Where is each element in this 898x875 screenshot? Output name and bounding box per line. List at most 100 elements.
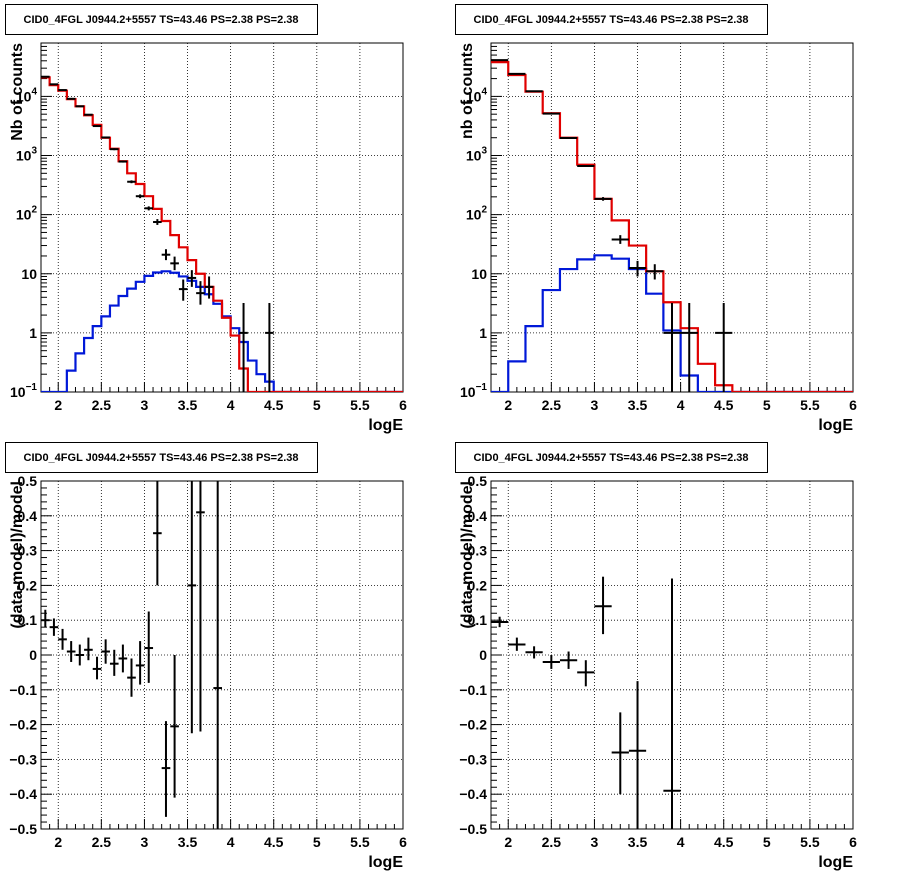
y-tick-base: 1 <box>29 325 37 341</box>
data-point <box>41 75 50 78</box>
data-point <box>715 303 733 392</box>
y-tick-label: 102 <box>466 205 488 223</box>
x-tick-label: 3 <box>591 834 599 850</box>
y-tick-label: 0.4 <box>468 508 488 524</box>
x-tick-label: 2.5 <box>542 397 562 413</box>
x-tick-label: 4.5 <box>714 397 734 413</box>
data-point <box>49 618 59 636</box>
y-tick-label: 104 <box>466 86 488 104</box>
data-point <box>542 655 560 669</box>
y-tick-exponent: −1 <box>476 382 488 393</box>
x-tick-label: 5.5 <box>800 397 820 413</box>
y-tick-exponent: 3 <box>481 146 487 157</box>
x-tick-label: 3 <box>591 397 599 413</box>
y-tick-label: −0.4 <box>9 786 37 802</box>
y-tick-label: −0.3 <box>459 751 487 767</box>
plot-area <box>491 59 853 392</box>
x-tick-label: 3.5 <box>628 397 648 413</box>
data-point <box>75 105 85 108</box>
y-tick-label: 10−1 <box>460 382 487 400</box>
data-point <box>49 83 59 86</box>
data-point <box>663 303 681 392</box>
x-tick-label: 2.5 <box>92 397 112 413</box>
y-tick-label: −0.2 <box>459 717 487 733</box>
y-tick-label: 103 <box>16 146 38 164</box>
chart-title-box <box>455 442 768 473</box>
x-axis-title: logE <box>818 417 853 434</box>
data-point <box>144 206 154 211</box>
x-tick-label: 2 <box>54 834 62 850</box>
data-point <box>92 125 102 128</box>
y-tick-base: 10 <box>460 384 476 400</box>
x-tick-label: 4 <box>227 397 235 413</box>
data-point <box>680 303 698 392</box>
chart-title-box <box>5 4 318 35</box>
data-point <box>187 481 197 734</box>
data-point <box>594 197 612 201</box>
data-point <box>109 649 119 676</box>
y-tick-label: 0 <box>479 647 487 663</box>
data-points <box>41 481 222 829</box>
data-point <box>196 281 205 305</box>
chart-title: CID0_4FGL J0944.2+5557 TS=43.46 PS=2.38 … <box>474 14 749 26</box>
data-point <box>170 256 179 271</box>
y-tick-base: 10 <box>471 266 487 282</box>
data-points <box>491 576 681 829</box>
data-point <box>109 148 119 151</box>
data-point <box>559 136 578 139</box>
data-point <box>135 641 145 685</box>
data-point <box>525 646 543 659</box>
plot-frame <box>40 42 404 393</box>
x-axis-title: logE <box>818 854 853 871</box>
data-point <box>41 609 50 628</box>
data-point <box>118 644 128 673</box>
plot-area <box>41 481 222 829</box>
data-point <box>239 303 248 392</box>
y-tick-label: 0.3 <box>18 543 38 559</box>
x-tick-label: 5 <box>763 834 771 850</box>
y-axis-title: nb of counts <box>459 43 476 139</box>
y-tick-label: 10 <box>471 266 487 282</box>
chart-panel-3: CID0_4FGL J0944.2+5557 TS=43.46 PS=2.38 … <box>5 442 407 871</box>
x-tick-label: 2 <box>54 397 62 413</box>
data-point <box>611 235 629 244</box>
total-model-histogram <box>41 76 403 392</box>
data-point <box>144 611 154 683</box>
data-point <box>84 637 93 661</box>
data-point <box>663 578 681 829</box>
y-tick-label: 0.1 <box>18 612 38 628</box>
y-tick-exponent: 3 <box>31 146 37 157</box>
y-tick-label: 103 <box>466 146 488 164</box>
chart-title-box <box>5 442 318 473</box>
axis-ticks <box>40 480 404 830</box>
x-tick-label: 6 <box>849 397 857 413</box>
y-tick-label: 0.2 <box>18 577 38 593</box>
y-tick-label: 0 <box>29 647 37 663</box>
y-tick-base: 10 <box>10 384 26 400</box>
data-point <box>646 264 664 280</box>
x-tick-label: 3.5 <box>178 397 198 413</box>
y-tick-label: 0.5 <box>18 473 38 489</box>
x-tick-label: 5.5 <box>800 834 820 850</box>
data-point <box>127 658 136 697</box>
y-tick-label: −0.1 <box>9 682 37 698</box>
data-point <box>508 637 526 651</box>
x-tick-label: 6 <box>399 834 407 850</box>
chart-title: CID0_4FGL J0944.2+5557 TS=43.46 PS=2.38 … <box>24 14 299 26</box>
y-tick-label: 1 <box>29 325 37 341</box>
x-tick-label: 6 <box>399 397 407 413</box>
y-tick-exponent: −1 <box>26 382 38 393</box>
x-tick-label: 3 <box>141 397 149 413</box>
y-axis-title: Nb of counts <box>9 43 26 141</box>
y-axis-title: (data-model)/model <box>459 481 476 629</box>
chart-title-box <box>455 4 768 35</box>
data-point <box>187 270 197 287</box>
x-tick-label: 4.5 <box>714 834 734 850</box>
data-point <box>491 59 509 62</box>
y-tick-base: 10 <box>16 88 32 104</box>
x-tick-label: 4 <box>677 834 685 850</box>
chart-panel-4: CID0_4FGL J0944.2+5557 TS=43.46 PS=2.38 … <box>455 442 857 871</box>
y-tick-label: 1 <box>479 325 487 341</box>
x-tick-label: 5 <box>313 834 321 850</box>
